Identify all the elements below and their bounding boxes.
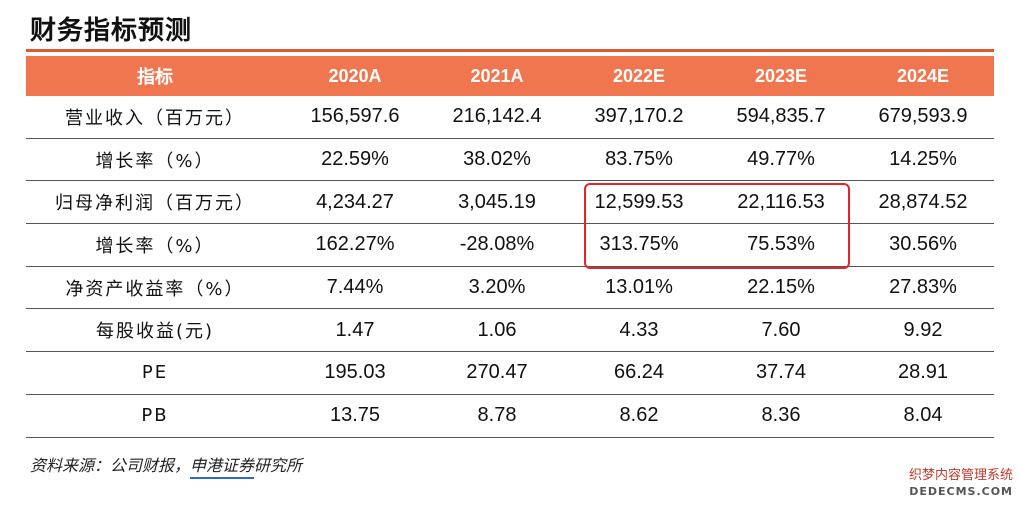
watermark: 织梦内容管理系统 DEDECMS.COM [909, 468, 1013, 500]
table-cell: 30.56% [852, 223, 994, 267]
table-cell: 12,599.53 [568, 180, 710, 225]
source-brand: 申港证券 [190, 456, 255, 479]
header-cell: 2023E [710, 56, 852, 96]
page-title: 财务指标预测 [30, 16, 193, 46]
table-cell: 49.77% [710, 138, 852, 182]
table-cell: 270.47 [426, 351, 568, 395]
table-row: 净资产收益率（%） 7.44% 3.20% 13.01% 22.15% 27.8… [26, 266, 994, 310]
row-label: PE [26, 351, 284, 395]
table-cell: 397,170.2 [568, 96, 710, 139]
table-cell: 66.24 [568, 351, 710, 395]
table-cell: -28.08% [426, 223, 568, 267]
table-cell: 38.02% [426, 138, 568, 182]
table-row: 增长率（%） 22.59% 38.02% 83.75% 49.77% 14.25… [26, 138, 994, 182]
table-cell: 594,835.7 [710, 96, 852, 139]
table-cell: 22.15% [710, 266, 852, 310]
table-cell: 156,597.6 [284, 96, 426, 139]
table-cell: 679,593.9 [852, 96, 994, 139]
table-cell: 28,874.52 [852, 180, 994, 225]
watermark-line2: DEDECMS.COM [909, 485, 1013, 498]
table-cell: 83.75% [568, 138, 710, 182]
watermark-line1: 织梦内容管理系统 [908, 468, 1013, 483]
financial-forecast-table: 指标 2020A 2021A 2022E 2023E 2024E 营业收入（百万… [26, 56, 994, 438]
table-cell: 27.83% [852, 266, 994, 310]
table-cell: 8.78 [426, 394, 568, 438]
row-label: 净资产收益率（%） [26, 266, 284, 310]
table-cell: 4,234.27 [284, 180, 426, 225]
table-cell: 13.75 [284, 394, 426, 438]
table-cell: 13.01% [568, 266, 710, 310]
table-cell: 3.20% [426, 266, 568, 310]
table-cell: 4.33 [568, 308, 710, 353]
header-cell: 2021A [426, 56, 568, 96]
header-cell: 指标 [26, 56, 284, 96]
table-header-row: 指标 2020A 2021A 2022E 2023E 2024E [26, 56, 994, 96]
table-cell: 7.60 [710, 308, 852, 353]
table-row: 增长率（%） 162.27% -28.08% 313.75% 75.53% 30… [26, 223, 994, 267]
table-cell: 8.36 [710, 394, 852, 438]
row-label: PB [26, 394, 284, 438]
table-cell: 37.74 [710, 351, 852, 395]
table-cell: 8.04 [852, 394, 994, 438]
header-cell: 2024E [852, 56, 994, 96]
header-cell: 2022E [568, 56, 710, 96]
table-cell: 3,045.19 [426, 180, 568, 225]
row-label: 归母净利润（百万元） [26, 180, 284, 225]
source-note: 资料来源：公司财报，申港证券研究所 [30, 452, 303, 479]
row-label: 营业收入（百万元） [26, 96, 284, 139]
table-cell: 162.27% [284, 223, 426, 267]
table-cell: 7.44% [284, 266, 426, 310]
table-row: PB 13.75 8.78 8.62 8.36 8.04 [26, 394, 994, 438]
table-cell: 313.75% [568, 223, 710, 267]
table-cell: 8.62 [568, 394, 710, 438]
table-row: 每股收益(元) 1.47 1.06 4.33 7.60 9.92 [26, 308, 994, 353]
table-cell: 28.91 [852, 351, 994, 395]
table-cell: 14.25% [852, 138, 994, 182]
table-row: PE 195.03 270.47 66.24 37.74 28.91 [26, 351, 994, 395]
table-cell: 1.06 [426, 308, 568, 353]
table-cell: 22.59% [284, 138, 426, 182]
row-label: 增长率（%） [26, 223, 284, 267]
source-prefix: 资料来源：公司财报， [30, 456, 191, 475]
table-cell: 75.53% [710, 223, 852, 267]
table-row: 营业收入（百万元） 156,597.6 216,142.4 397,170.2 … [26, 96, 994, 139]
header-cell: 2020A [284, 56, 426, 96]
table-cell: 9.92 [852, 308, 994, 353]
table-cell: 216,142.4 [426, 96, 568, 139]
row-label: 每股收益(元) [26, 308, 284, 353]
table-cell: 1.47 [284, 308, 426, 353]
source-suffix: 研究所 [254, 456, 303, 475]
table-cell: 22,116.53 [710, 180, 852, 225]
title-divider [26, 49, 994, 52]
table-cell: 195.03 [284, 351, 426, 395]
table-row: 归母净利润（百万元） 4,234.27 3,045.19 12,599.53 2… [26, 180, 994, 225]
row-label: 增长率（%） [26, 138, 284, 182]
